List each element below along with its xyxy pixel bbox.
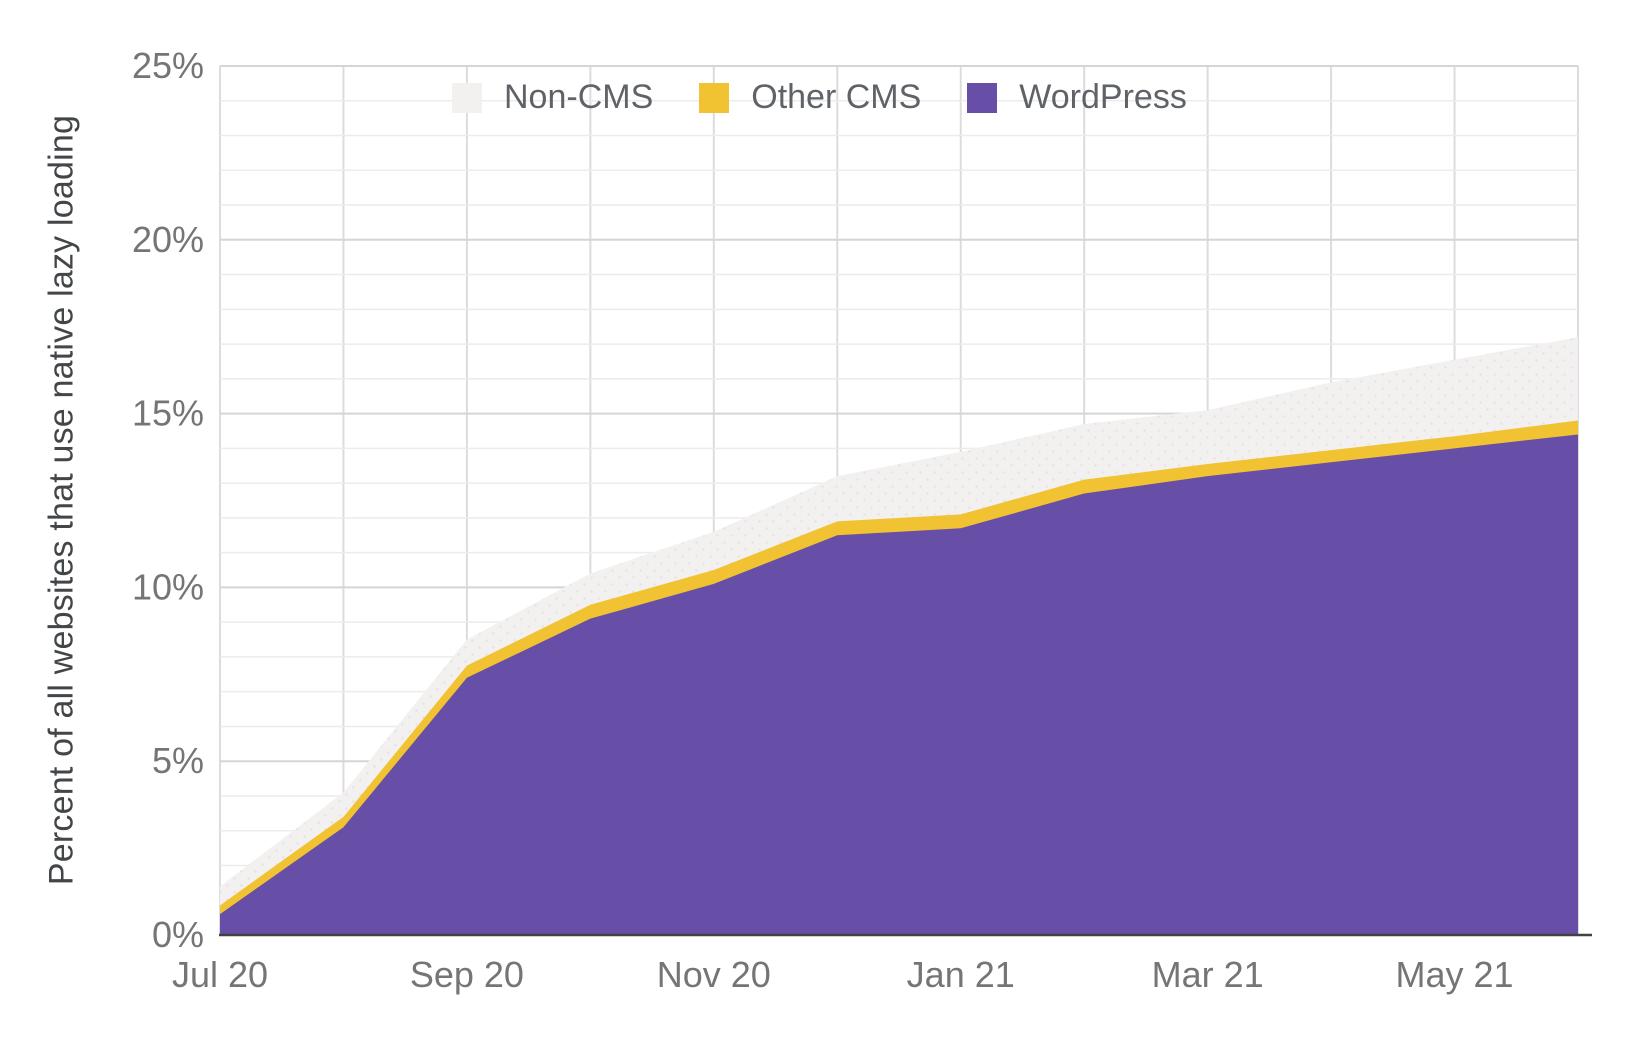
x-tick-label: Nov 20 [657, 954, 771, 995]
legend-swatch-other-cms [699, 82, 730, 113]
legend-label-wordpress: WordPress [1019, 78, 1187, 116]
y-tick-label: 10% [132, 566, 204, 607]
y-tick-label: 20% [132, 219, 204, 260]
x-tick-label: Mar 21 [1152, 954, 1264, 995]
legend-swatch-non-cms [452, 82, 482, 113]
legend-label-other-cms: Other CMS [751, 78, 922, 116]
y-tick-label: 15% [132, 393, 204, 434]
legend-item-other-cms: Other CMS [699, 78, 921, 117]
x-tick-label: Jan 21 [907, 954, 1015, 995]
y-tick-label: 25% [132, 45, 204, 86]
y-tick-label: 0% [152, 914, 204, 955]
legend-item-wordpress: WordPress [967, 78, 1187, 117]
y-tick-label: 5% [152, 740, 204, 781]
legend-label-non-cms: Non-CMS [504, 78, 654, 116]
series-area-wordpress [220, 434, 1578, 935]
legend-item-non-cms: Non-CMS [452, 78, 653, 117]
y-axis-title: Percent of all websites that use native … [42, 114, 81, 886]
chart-legend: Non-CMS Other CMS WordPress [452, 78, 1187, 117]
x-tick-label: Sep 20 [410, 954, 524, 995]
x-tick-label: Jul 20 [172, 954, 268, 995]
x-tick-label: May 21 [1396, 954, 1514, 995]
legend-swatch-wordpress [967, 82, 998, 113]
